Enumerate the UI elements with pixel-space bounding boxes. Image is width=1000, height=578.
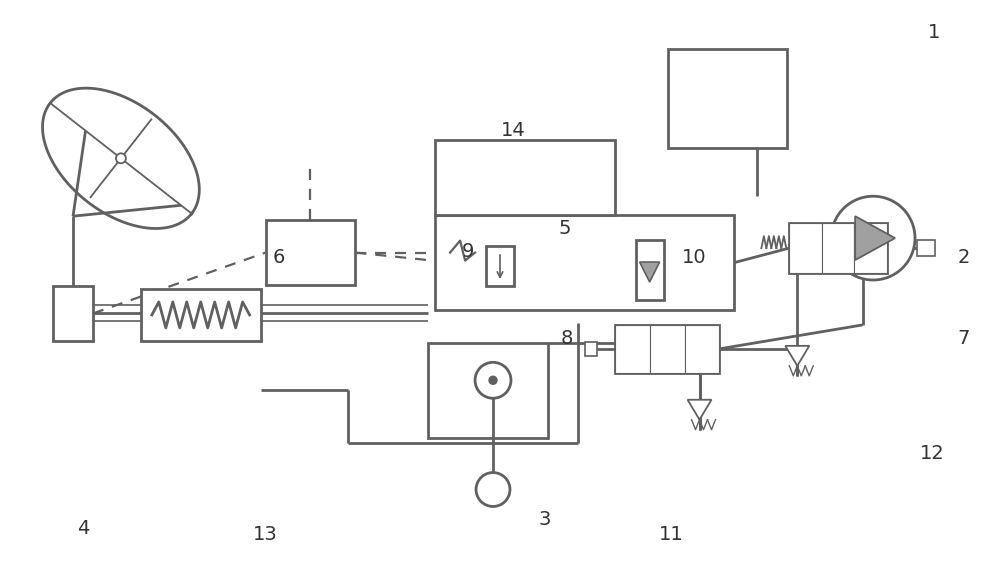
Bar	[789, 223, 822, 273]
Polygon shape	[855, 216, 895, 260]
Text: 2: 2	[958, 248, 970, 267]
Text: 14: 14	[501, 121, 525, 140]
Bar	[789, 223, 887, 273]
Bar	[435, 140, 615, 215]
Bar	[428, 343, 548, 438]
Circle shape	[489, 376, 497, 384]
Text: 6: 6	[272, 248, 285, 267]
Text: 1: 1	[928, 23, 940, 42]
Text: 4: 4	[77, 519, 89, 538]
Bar	[435, 215, 734, 310]
Text: 9: 9	[462, 242, 474, 261]
Circle shape	[116, 153, 126, 164]
Bar	[668, 49, 787, 149]
Bar	[486, 246, 514, 286]
Bar	[53, 286, 93, 341]
Polygon shape	[688, 400, 711, 420]
Bar	[917, 240, 935, 256]
Text: 13: 13	[253, 525, 278, 543]
Bar	[636, 240, 664, 300]
Bar	[266, 220, 355, 285]
Bar	[685, 325, 719, 373]
Bar	[822, 223, 854, 273]
Bar	[585, 342, 597, 356]
Polygon shape	[785, 346, 809, 366]
Bar	[854, 223, 887, 273]
Text: 11: 11	[659, 525, 684, 543]
Text: 12: 12	[920, 444, 944, 463]
Bar	[141, 289, 261, 341]
Text: 7: 7	[958, 328, 970, 347]
Text: 10: 10	[682, 248, 707, 267]
Text: 5: 5	[559, 219, 571, 238]
Circle shape	[475, 362, 511, 398]
Text: 8: 8	[561, 328, 573, 347]
Circle shape	[831, 196, 915, 280]
Bar	[650, 325, 685, 373]
Text: 3: 3	[539, 510, 551, 529]
Bar	[615, 325, 719, 373]
Polygon shape	[640, 262, 660, 282]
Bar	[615, 325, 650, 373]
Circle shape	[476, 473, 510, 506]
